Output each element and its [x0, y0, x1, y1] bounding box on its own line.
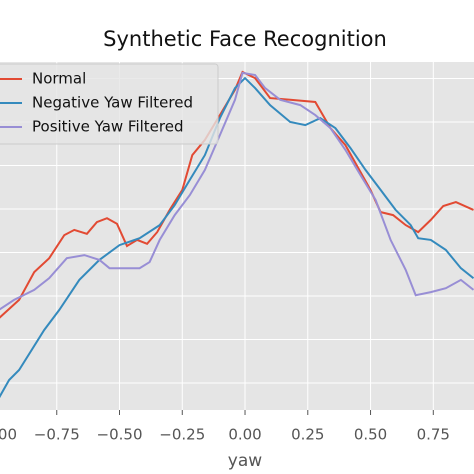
series-line	[0, 71, 474, 311]
legend-label: Positive Yaw Filtered	[32, 118, 184, 136]
x-tick-label: −0.25	[159, 426, 205, 444]
x-tick-label: 0.75	[417, 426, 450, 444]
x-tick-label: −1.00	[0, 426, 17, 444]
x-tick-label: −0.50	[97, 426, 143, 444]
x-axis-label: yaw	[228, 451, 262, 471]
x-tick-label: 0.00	[228, 426, 261, 444]
x-tick-label: 0.50	[354, 426, 387, 444]
legend-label: Negative Yaw Filtered	[32, 94, 193, 112]
legend: Normal Negative Yaw Filtered Positive Yaw …	[0, 63, 219, 145]
x-axis: −1.00 −0.75 −0.50 −0.25 0.00 0.25 0.50 0.75	[0, 410, 450, 444]
legend-label: Normal	[32, 70, 86, 88]
series-line	[0, 76, 474, 399]
x-tick-label: −0.75	[34, 426, 80, 444]
legend-box	[0, 63, 219, 145]
x-tick-label: 0.25	[291, 426, 324, 444]
chart-title: Synthetic Face Recognition	[103, 27, 387, 51]
